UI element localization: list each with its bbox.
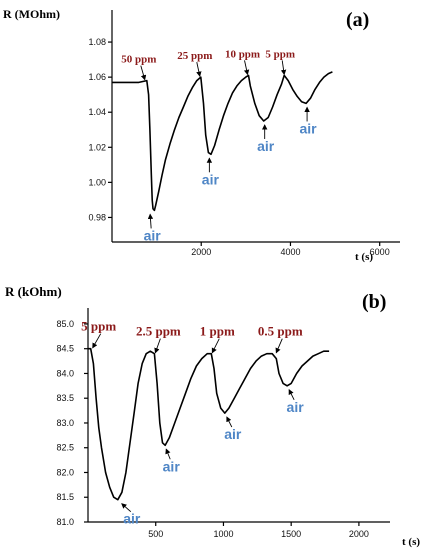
chart-panel-a: 0.98 1.00 1.02 1.04 1.06 1.08 2000 4000 6000 R (M… [3, 7, 400, 263]
x-tick-label: 6000 [370, 247, 390, 257]
gas-concentration-label: 5 ppm [81, 319, 116, 334]
chart-panel-b: 81.0 81.5 82.0 82.5 83.0 83.5 84.0 84.5 85.0 500 1… [5, 284, 420, 548]
x-tick-label: 500 [148, 529, 163, 539]
panel-label: (b) [362, 291, 386, 313]
arrow-to-peak [211, 338, 220, 354]
x-tick-label: 4000 [280, 247, 300, 257]
gas-concentration-label: 10 ppm [225, 48, 260, 60]
air-label: air [300, 120, 318, 136]
y-tick-label: 0.98 [88, 212, 106, 222]
y-tick-label: 1.00 [88, 177, 106, 187]
air-label: air [224, 426, 242, 442]
air-label: air [144, 227, 162, 243]
x-tick-label: 2000 [349, 529, 369, 539]
arrow-to-peak [140, 65, 147, 81]
y-tick-label: 1.06 [88, 72, 106, 82]
arrow-to-valley [226, 416, 233, 428]
gas-concentration-label: 5 ppm [265, 48, 295, 60]
gas-concentration-label: 25 ppm [177, 50, 212, 62]
air-label: air [202, 171, 220, 187]
arrow-to-peak [196, 62, 202, 78]
y-tick-label: 81.5 [56, 492, 74, 502]
arrow-to-peak [154, 338, 161, 354]
gas-concentration-label: 1 ppm [200, 324, 235, 339]
y-tick-label: 1.08 [88, 37, 106, 47]
x-tick-label: 1000 [213, 529, 233, 539]
panel-label: (a) [346, 9, 369, 31]
y-tick-label: 83.5 [56, 393, 74, 403]
data-series-line [88, 347, 330, 501]
y-tick-label: 1.04 [88, 107, 106, 117]
y-tick-label: 82.0 [56, 467, 74, 477]
y-tick-label: 82.5 [56, 443, 74, 453]
x-axis-label: t (s) [355, 251, 373, 263]
air-label: air [163, 458, 181, 474]
air-label: air [123, 511, 141, 527]
arrow-to-peak [275, 338, 283, 354]
y-tick-label: 84.0 [56, 368, 74, 378]
arrow-to-peak [243, 60, 250, 76]
x-axis-label: t (s) [402, 536, 420, 548]
x-tick-label: 1500 [281, 529, 301, 539]
y-tick-label: 84.5 [56, 344, 74, 354]
arrow-to-peak [92, 333, 102, 349]
gas-concentration-label: 0.5 ppm [258, 324, 303, 339]
x-tick-label: 2000 [191, 247, 211, 257]
gas-concentration-label: 2.5 ppm [136, 324, 181, 339]
arrow-to-valley [288, 389, 295, 401]
y-tick-label: 81.0 [56, 517, 74, 527]
data-series-line [112, 71, 333, 212]
y-tick-label: 85.0 [56, 319, 74, 329]
arrow-to-valley [165, 448, 171, 460]
air-label: air [257, 138, 275, 154]
arrow-to-valley [121, 503, 132, 513]
arrow-to-peak [280, 60, 287, 76]
gas-concentration-label: 50 ppm [121, 54, 156, 66]
y-tick-label: 1.02 [88, 142, 106, 152]
y-axis-label: R (kOhm) [5, 284, 62, 299]
arrow-to-valley [147, 213, 154, 229]
air-label: air [287, 399, 305, 415]
y-axis-label: R (MOhm) [3, 7, 60, 21]
y-tick-label: 83.0 [56, 418, 74, 428]
